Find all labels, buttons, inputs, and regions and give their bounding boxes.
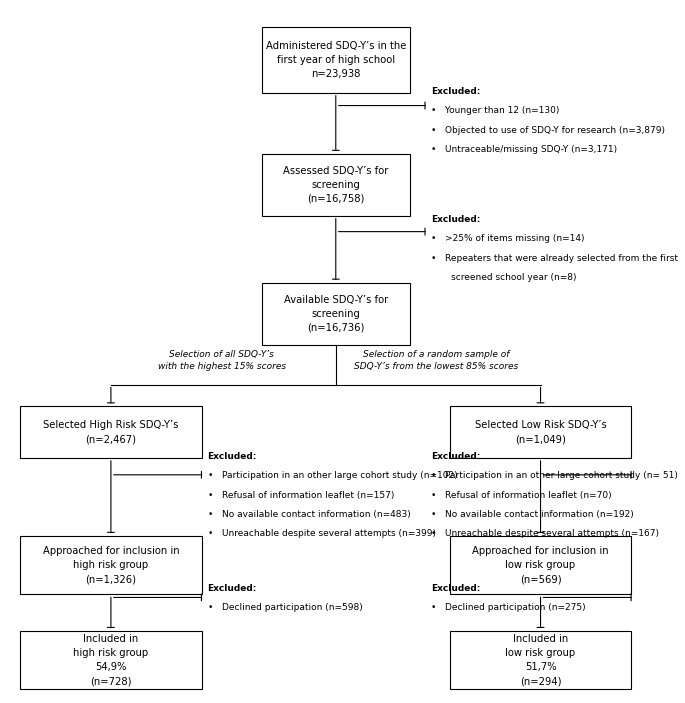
- Text: Excluded:: Excluded:: [431, 452, 480, 461]
- Text: Approached for inclusion in
low risk group
(n=569): Approached for inclusion in low risk gro…: [472, 546, 609, 584]
- Text: Excluded:: Excluded:: [431, 87, 480, 96]
- Text: Excluded:: Excluded:: [431, 215, 480, 224]
- Text: •   Repeaters that were already selected from the first: • Repeaters that were already selected f…: [431, 254, 678, 263]
- Text: Administered SDQ-Y’s in the
first year of high school
n=23,938: Administered SDQ-Y’s in the first year o…: [266, 41, 406, 79]
- FancyBboxPatch shape: [21, 406, 201, 458]
- Text: Assessed SDQ-Y’s for
screening
(n=16,758): Assessed SDQ-Y’s for screening (n=16,758…: [283, 166, 388, 204]
- Text: •   Declined participation (n=275): • Declined participation (n=275): [431, 603, 586, 612]
- Text: •   Participation in an other large cohort study (n= 51): • Participation in an other large cohort…: [431, 472, 678, 480]
- Text: •   Unreachable despite several attempts (n=167): • Unreachable despite several attempts (…: [431, 529, 659, 538]
- FancyBboxPatch shape: [450, 631, 631, 690]
- FancyBboxPatch shape: [21, 631, 201, 690]
- Text: •   No available contact information (n=483): • No available contact information (n=48…: [208, 510, 410, 519]
- Text: Included in
low risk group
51,7%
(n=294): Included in low risk group 51,7% (n=294): [506, 634, 575, 686]
- Text: Selected Low Risk SDQ-Y’s
(n=1,049): Selected Low Risk SDQ-Y’s (n=1,049): [475, 420, 606, 444]
- Text: •   Declined participation (n=598): • Declined participation (n=598): [208, 603, 362, 612]
- FancyBboxPatch shape: [450, 536, 631, 594]
- Text: •   Refusal of information leaflet (n=157): • Refusal of information leaflet (n=157): [208, 491, 394, 500]
- Text: Selection of all SDQ-Y’s
with the highest 15% scores: Selection of all SDQ-Y’s with the highes…: [158, 350, 286, 370]
- Text: Excluded:: Excluded:: [208, 452, 257, 461]
- Text: Approached for inclusion in
high risk group
(n=1,326): Approached for inclusion in high risk gr…: [42, 546, 179, 584]
- Text: Available SDQ-Y’s for
screening
(n=16,736): Available SDQ-Y’s for screening (n=16,73…: [284, 295, 388, 333]
- Text: •   Unreachable despite several attempts (n=399): • Unreachable despite several attempts (…: [208, 529, 436, 538]
- Text: •   Refusal of information leaflet (n=70): • Refusal of information leaflet (n=70): [431, 491, 612, 500]
- Text: Included in
high risk group
54,9%
(n=728): Included in high risk group 54,9% (n=728…: [73, 634, 149, 686]
- FancyBboxPatch shape: [262, 154, 410, 216]
- Text: Excluded:: Excluded:: [431, 583, 480, 593]
- Text: •   Participation in an other large cohort study (n=102): • Participation in an other large cohort…: [208, 472, 457, 480]
- Text: •   Younger than 12 (n=130): • Younger than 12 (n=130): [431, 106, 560, 115]
- Text: •   No available contact information (n=192): • No available contact information (n=19…: [431, 510, 634, 519]
- Text: •   Untraceable/missing SDQ-Y (n=3,171): • Untraceable/missing SDQ-Y (n=3,171): [431, 145, 617, 154]
- Text: Selection of a random sample of
SDQ-Y’s from the lowest 85% scores: Selection of a random sample of SDQ-Y’s …: [354, 350, 519, 370]
- Text: screened school year (n=8): screened school year (n=8): [431, 273, 577, 282]
- Text: •   >25% of items missing (n=14): • >25% of items missing (n=14): [431, 234, 584, 243]
- Text: Excluded:: Excluded:: [208, 583, 257, 593]
- FancyBboxPatch shape: [450, 406, 631, 458]
- FancyBboxPatch shape: [262, 283, 410, 344]
- FancyBboxPatch shape: [21, 536, 201, 594]
- FancyBboxPatch shape: [262, 27, 410, 93]
- Text: Selected High Risk SDQ-Y’s
(n=2,467): Selected High Risk SDQ-Y’s (n=2,467): [43, 420, 179, 444]
- Text: •   Objected to use of SDQ-Y for research (n=3,879): • Objected to use of SDQ-Y for research …: [431, 126, 665, 134]
